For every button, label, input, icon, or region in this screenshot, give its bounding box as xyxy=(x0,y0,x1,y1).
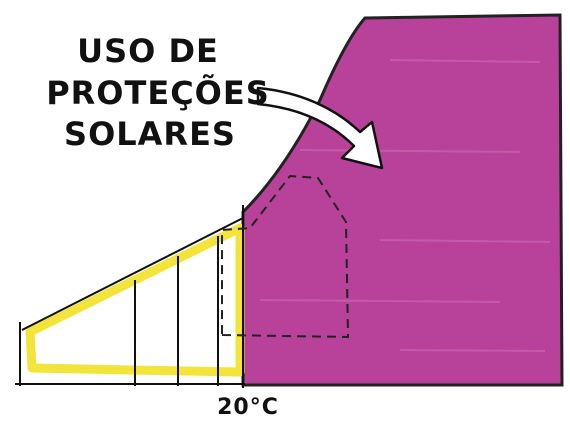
axis-label: 20°C xyxy=(217,395,279,420)
texture xyxy=(259,59,551,352)
annotation-line: USO DE xyxy=(77,32,219,70)
divider-lines xyxy=(19,205,244,388)
arrow xyxy=(256,86,384,170)
dashed-zone xyxy=(221,174,350,339)
magenta-region xyxy=(241,13,564,387)
annotation-line: PROTEÇÕES xyxy=(46,73,270,112)
annotation-line: SOLARES xyxy=(64,115,236,153)
